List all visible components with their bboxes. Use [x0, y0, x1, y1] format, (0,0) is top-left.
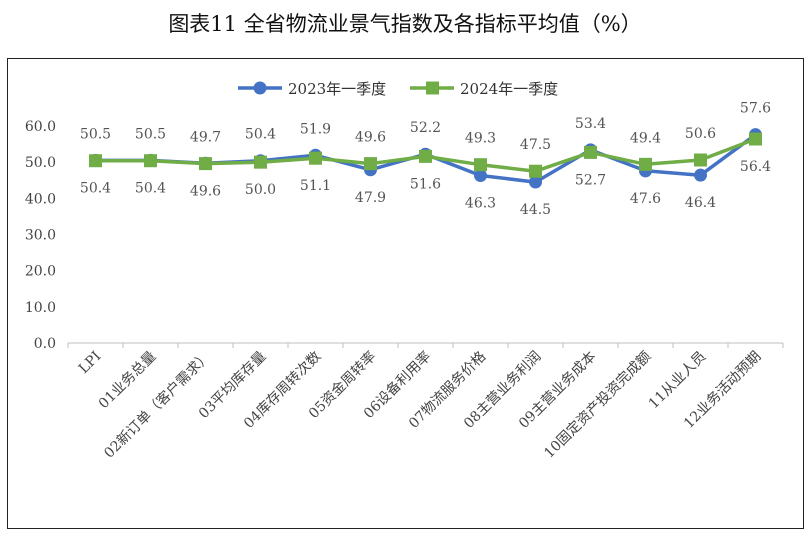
y-tick-label: 50.0	[25, 155, 56, 171]
data-label: 53.4	[575, 116, 606, 132]
data-label: 50.6	[685, 126, 716, 142]
data-label: 52.7	[575, 172, 606, 188]
x-tick-label: 02新订单（客户需求）	[101, 348, 215, 462]
x-tick-label: LPI	[76, 349, 104, 377]
data-point	[89, 154, 102, 168]
y-tick-label: 40.0	[25, 191, 56, 207]
data-label: 46.3	[465, 196, 496, 212]
chart-frame	[7, 58, 804, 529]
data-label: 49.3	[465, 131, 496, 147]
data-label: 52.2	[410, 120, 441, 136]
y-tick-label: 30.0	[25, 228, 56, 244]
data-labels: 50.5 50.4 50.5 50.4 49.7 49.6 50.4 50.0 51.9 51.1…	[80, 101, 771, 218]
legend-label: 2023年一季度	[288, 80, 386, 98]
legend: 2023年一季度 2024年一季度	[238, 80, 558, 98]
data-label: 49.4	[630, 130, 661, 146]
data-label: 47.6	[630, 191, 661, 207]
data-point	[639, 157, 652, 171]
series-layer	[89, 128, 762, 189]
data-label: 50.5	[135, 126, 166, 142]
data-point	[529, 164, 542, 178]
data-label: 50.0	[245, 182, 276, 198]
data-point	[529, 175, 542, 189]
data-label: 51.1	[300, 178, 331, 194]
data-label: 47.9	[355, 190, 386, 206]
legend-marker	[253, 81, 267, 95]
data-label: 50.4	[80, 181, 111, 197]
data-point	[254, 155, 267, 169]
chart-title: 图表11 全省物流业景气指数及各指标平均值（%）	[168, 12, 642, 36]
data-point	[144, 154, 157, 168]
y-tick-label: 10.0	[25, 300, 56, 316]
data-point	[474, 169, 487, 183]
data-label: 50.4	[135, 181, 166, 197]
legend-marker	[426, 81, 439, 95]
data-label: 46.4	[685, 195, 716, 211]
data-label: 47.5	[520, 137, 551, 153]
y-tick-label: 0.0	[34, 336, 56, 352]
data-label: 57.6	[740, 101, 771, 117]
data-point	[364, 157, 377, 171]
data-point	[584, 145, 597, 159]
data-label: 49.6	[190, 184, 221, 200]
data-label: 51.9	[300, 121, 331, 137]
data-point	[749, 132, 762, 146]
data-point	[309, 151, 322, 165]
legend-label: 2024年一季度	[460, 80, 558, 98]
data-point	[474, 158, 487, 172]
data-label: 44.5	[520, 202, 551, 218]
data-label: 51.6	[410, 176, 441, 192]
data-label: 49.7	[190, 129, 221, 145]
data-label: 56.4	[740, 159, 771, 175]
data-point	[419, 149, 432, 163]
data-point	[199, 157, 212, 171]
axes: 0.010.020.030.040.050.060.0LPI01业务总量02新订…	[25, 119, 784, 462]
data-label: 50.5	[80, 126, 111, 142]
y-tick-label: 60.0	[25, 119, 56, 135]
data-label: 49.6	[355, 130, 386, 146]
y-tick-label: 20.0	[25, 264, 56, 280]
data-point	[694, 153, 707, 167]
x-tick-label: 10固定资产投资完成额	[541, 349, 654, 462]
data-point	[694, 168, 707, 182]
data-label: 50.4	[245, 127, 276, 143]
